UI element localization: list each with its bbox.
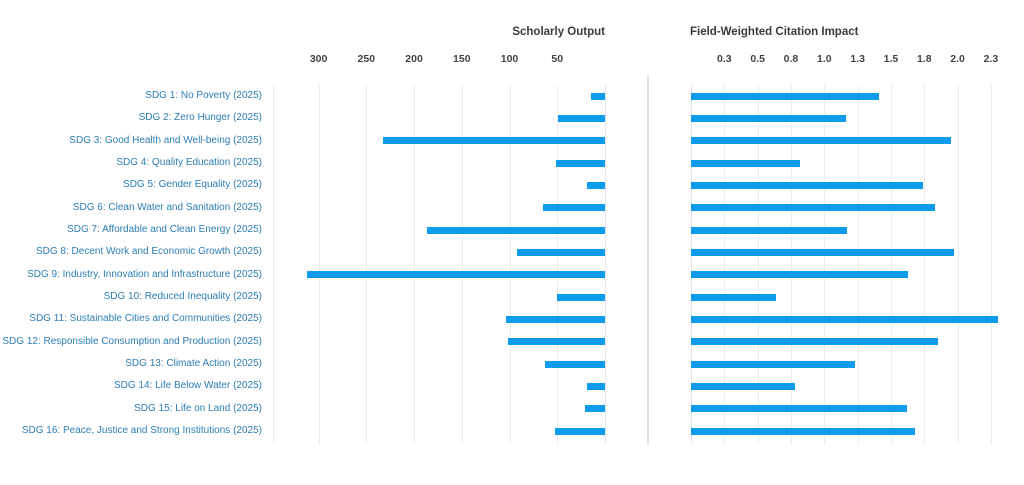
row-label-sdg-16: SDG 16: Peace, Justice and Strong Instit…: [21, 425, 262, 437]
bar-fwci-sdg-9[interactable]: [691, 271, 909, 279]
bar-scholarly-output-sdg-10[interactable]: [557, 293, 605, 301]
bar-fwci-sdg-3[interactable]: [691, 137, 951, 145]
bar-scholarly-output-sdg-12[interactable]: [507, 338, 605, 346]
bar-fwci-sdg-2[interactable]: [691, 114, 846, 122]
panel-1-gridline-0.8: [790, 85, 792, 444]
row-label-sdg-9: SDG 9: Industry, Innovation and Infrastr…: [27, 268, 262, 280]
bar-scholarly-output-sdg-14[interactable]: [586, 382, 605, 390]
bar-scholarly-output-sdg-16[interactable]: [555, 427, 605, 435]
panel-0-gridline-250: [366, 85, 368, 444]
panel-0-tick-200: 200: [405, 53, 423, 65]
panel-1-gridline-0.3: [724, 85, 726, 444]
row-label-sdg-10: SDG 10: Reduced Inequality (2025): [103, 291, 262, 303]
panel-0-gridline-200: [414, 85, 416, 444]
bar-fwci-sdg-12[interactable]: [691, 338, 938, 346]
panel-0-zero-gridline: [605, 85, 606, 444]
row-label-sdg-14: SDG 14: Life Below Water (2025): [113, 380, 262, 392]
panel-0-tick-50: 50: [551, 53, 564, 65]
panel-0-gridline-50: [557, 85, 559, 444]
row-label-sdg-2: SDG 2: Zero Hunger (2025): [138, 112, 262, 124]
bar-scholarly-output-sdg-11[interactable]: [505, 315, 605, 323]
panel-1-gridline-1.3: [857, 85, 859, 444]
bar-fwci-sdg-1[interactable]: [691, 92, 879, 100]
panel-1-gridline-2.3: [990, 85, 992, 444]
bar-fwci-sdg-15[interactable]: [691, 405, 907, 413]
left-plot-border: [273, 85, 274, 444]
bar-fwci-sdg-4[interactable]: [691, 159, 801, 167]
panel-1-tick-1.8: 1.8: [916, 53, 932, 65]
bar-fwci-sdg-5[interactable]: [691, 181, 923, 189]
row-label-sdg-8: SDG 8: Decent Work and Economic Growth (…: [35, 246, 262, 258]
panel-1-gridline-1.5: [890, 85, 892, 444]
panel-1-tick-1.0: 1.0: [816, 53, 832, 65]
bar-fwci-sdg-13[interactable]: [691, 360, 855, 368]
panel-1-tick-0.3: 0.3: [717, 53, 732, 65]
panel-1-gridline-1.8: [924, 85, 926, 444]
row-label-sdg-6: SDG 6: Clean Water and Sanitation (2025): [72, 201, 262, 213]
panel-1-tick-1.3: 1.3: [850, 53, 865, 65]
panel-1-gridline-1.0: [824, 85, 826, 444]
panel-0-gridline-100: [509, 85, 511, 444]
panel-0-tick-250: 250: [357, 53, 376, 65]
bar-scholarly-output-sdg-4[interactable]: [556, 159, 605, 167]
panel-1-tick-1.5: 1.5: [883, 53, 899, 65]
bar-fwci-sdg-16[interactable]: [691, 427, 915, 435]
bar-scholarly-output-sdg-3[interactable]: [382, 137, 605, 145]
row-label-sdg-4: SDG 4: Quality Education (2025): [116, 157, 262, 169]
panel-0-gridline-300: [318, 85, 320, 444]
bar-fwci-sdg-14[interactable]: [691, 382, 795, 390]
panel-1-gridline-0.5: [757, 85, 759, 444]
scholarly-output-title: Scholarly Output: [512, 26, 605, 38]
bar-scholarly-output-sdg-7[interactable]: [427, 226, 605, 234]
row-label-sdg-13: SDG 13: Climate Action (2025): [125, 358, 262, 370]
panel-1-tick-2.0: 2.0: [950, 53, 965, 65]
bar-scholarly-output-sdg-6[interactable]: [542, 204, 605, 212]
panel-1-gridline-2.0: [957, 85, 959, 444]
panel-1-zero-gridline: [691, 85, 692, 444]
bar-scholarly-output-sdg-15[interactable]: [584, 405, 605, 413]
bar-fwci-sdg-11[interactable]: [691, 315, 998, 323]
row-label-sdg-15: SDG 15: Life on Land (2025): [134, 402, 262, 414]
bar-scholarly-output-sdg-13[interactable]: [544, 360, 605, 368]
bar-scholarly-output-sdg-5[interactable]: [586, 181, 605, 189]
bar-scholarly-output-sdg-8[interactable]: [517, 248, 605, 256]
row-label-sdg-7: SDG 7: Affordable and Clean Energy (2025…: [67, 224, 262, 236]
panel-1-tick-2.3: 2.3: [983, 53, 999, 65]
panel-0-tick-100: 100: [500, 53, 519, 65]
bar-scholarly-output-sdg-1[interactable]: [590, 92, 605, 100]
panel-1-tick-0.8: 0.8: [783, 53, 799, 65]
panel-0-tick-150: 150: [453, 53, 471, 65]
bar-fwci-sdg-10[interactable]: [691, 293, 777, 301]
fwci-title: Field-Weighted Citation Impact: [690, 26, 859, 38]
bar-scholarly-output-sdg-9[interactable]: [307, 271, 605, 279]
bar-fwci-sdg-8[interactable]: [691, 248, 954, 256]
bar-scholarly-output-sdg-2[interactable]: [558, 114, 605, 122]
bar-fwci-sdg-7[interactable]: [691, 226, 847, 234]
bar-fwci-sdg-6[interactable]: [691, 204, 935, 212]
row-label-sdg-3: SDG 3: Good Health and Well-being (2025): [69, 134, 262, 146]
panel-0-tick-300: 300: [309, 53, 328, 65]
panel-1-tick-0.5: 0.5: [750, 53, 765, 65]
panel-separator: [647, 76, 649, 445]
row-label-sdg-11: SDG 11: Sustainable Cities and Communiti…: [29, 313, 262, 325]
row-label-sdg-12: SDG 12: Responsible Consumption and Prod…: [2, 335, 262, 347]
panel-0-gridline-150: [461, 85, 463, 444]
row-label-sdg-5: SDG 5: Gender Equality (2025): [123, 179, 262, 191]
row-label-sdg-1: SDG 1: No Poverty (2025): [145, 90, 262, 102]
